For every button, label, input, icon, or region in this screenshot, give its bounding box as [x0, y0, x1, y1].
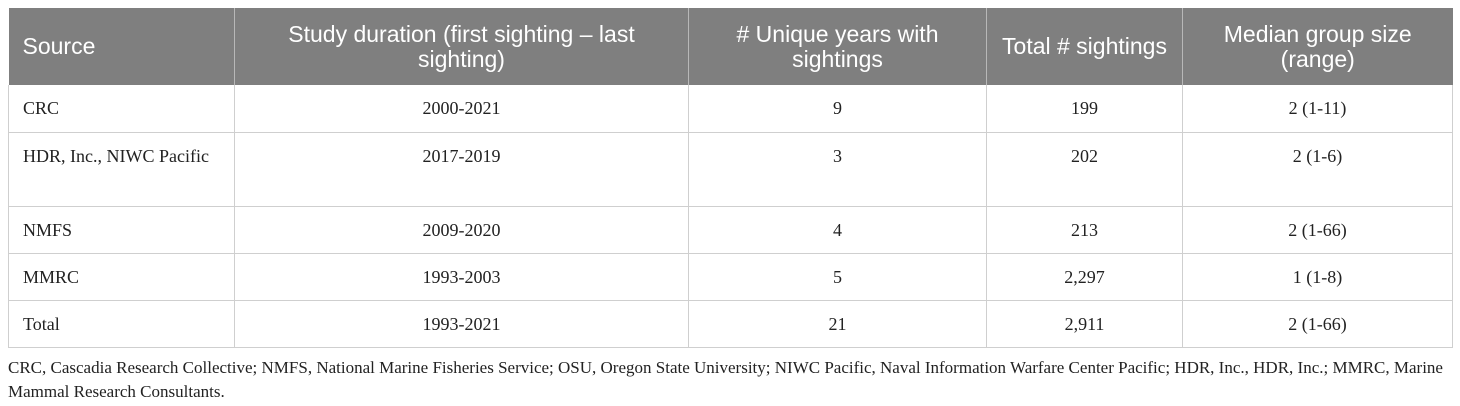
cell-total-sightings: 2,297 [986, 253, 1183, 301]
cell-unique-years: 4 [688, 206, 987, 254]
table-body: CRC 2000-2021 9 199 2 (1-11) HDR, Inc., … [8, 85, 1453, 348]
table-row: CRC 2000-2021 9 199 2 (1-11) [8, 85, 1453, 133]
cell-median-group-size: 2 (1-66) [1182, 206, 1453, 254]
cell-study-duration: 2000-2021 [234, 85, 689, 133]
header-study-duration: Study duration (first sighting – last si… [234, 8, 689, 85]
table-row: NMFS 2009-2020 4 213 2 (1-66) [8, 206, 1453, 254]
table-header: Source Study duration (first sighting – … [8, 8, 1453, 85]
cell-source: MMRC [8, 253, 235, 301]
cell-unique-years: 9 [688, 85, 987, 133]
cell-source: CRC [8, 85, 235, 133]
cell-total-sightings: 2,911 [986, 300, 1183, 348]
sightings-table-container: Source Study duration (first sighting – … [8, 8, 1453, 348]
cell-source: Total [8, 300, 235, 348]
sightings-table: Source Study duration (first sighting – … [8, 8, 1453, 348]
table-footnote: CRC, Cascadia Research Collective; NMFS,… [8, 358, 1443, 401]
cell-study-duration: 2009-2020 [234, 206, 689, 254]
table-row-total: Total 1993-2021 21 2,911 2 (1-66) [8, 300, 1453, 348]
cell-study-duration: 1993-2003 [234, 253, 689, 301]
cell-source: NMFS [8, 206, 235, 254]
cell-source: HDR, Inc., NIWC Pacific [8, 132, 235, 207]
cell-unique-years: 21 [688, 300, 987, 348]
cell-total-sightings: 199 [986, 85, 1183, 133]
cell-median-group-size: 1 (1-8) [1182, 253, 1453, 301]
cell-total-sightings: 202 [986, 132, 1183, 207]
cell-unique-years: 3 [688, 132, 987, 207]
header-row: Source Study duration (first sighting – … [8, 8, 1453, 85]
cell-median-group-size: 2 (1-66) [1182, 300, 1453, 348]
table-row: MMRC 1993-2003 5 2,297 1 (1-8) [8, 253, 1453, 301]
header-total-sightings: Total # sightings [986, 8, 1183, 85]
cell-study-duration: 1993-2021 [234, 300, 689, 348]
table-row: HDR, Inc., NIWC Pacific 2017-2019 3 202 … [8, 132, 1453, 207]
header-median-group-size: Median group size (range) [1182, 8, 1453, 85]
cell-study-duration: 2017-2019 [234, 132, 689, 207]
header-unique-years: # Unique years with sightings [688, 8, 987, 85]
cell-unique-years: 5 [688, 253, 987, 301]
cell-median-group-size: 2 (1-6) [1182, 132, 1453, 207]
header-source: Source [22, 33, 96, 59]
cell-median-group-size: 2 (1-11) [1182, 85, 1453, 133]
cell-total-sightings: 213 [986, 206, 1183, 254]
